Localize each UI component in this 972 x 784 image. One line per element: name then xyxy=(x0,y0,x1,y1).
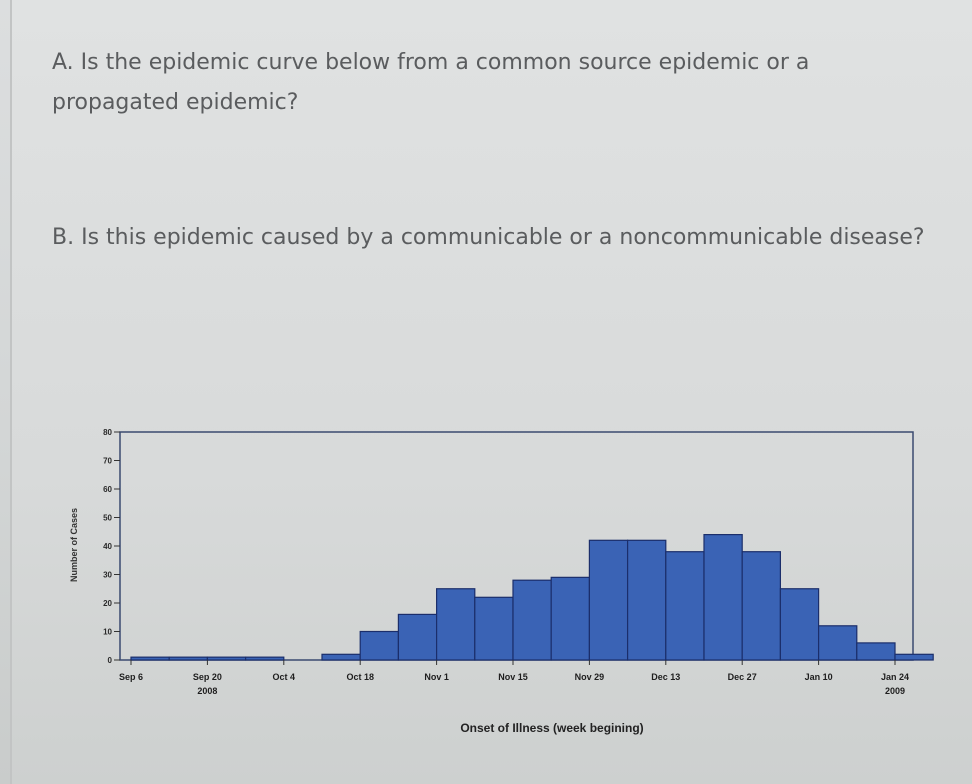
histogram-bar xyxy=(588,539,629,661)
plot-area: 0 10 20 30 40 50 60 70 80 Sep 6 Sep 20 Oct 4 Oct 18 N… xyxy=(103,428,934,696)
histogram-bar xyxy=(474,596,514,661)
histogram-bar xyxy=(397,613,438,661)
x-tick-label: Jan 24 xyxy=(881,672,909,682)
x-tick-label: Dec 13 xyxy=(651,672,680,682)
histogram-bar xyxy=(436,588,476,661)
y-tick-label: 70 xyxy=(103,457,112,466)
x-tick-label: Jan 10 xyxy=(805,672,833,682)
x-tick-label: Dec 27 xyxy=(728,672,757,682)
x-tick-label: Oct 18 xyxy=(346,672,374,682)
histogram-bar xyxy=(817,625,858,661)
histogram-bar xyxy=(703,533,743,661)
y-tick-label: 40 xyxy=(103,542,112,551)
y-tick-label: 0 xyxy=(108,656,113,665)
histogram-bar xyxy=(856,642,896,661)
histogram-bar xyxy=(626,539,667,661)
histogram-bar xyxy=(512,579,552,661)
year-label: 2009 xyxy=(885,686,905,696)
histogram-bar xyxy=(245,656,285,661)
year-label: 2008 xyxy=(197,686,217,696)
y-tick-label: 10 xyxy=(103,628,112,637)
x-tick-label: Oct 4 xyxy=(273,672,296,682)
y-tick-label: 20 xyxy=(103,599,112,608)
histogram-bar xyxy=(359,630,400,661)
y-tick-label: 50 xyxy=(103,514,112,523)
y-axis-label: Number of Cases xyxy=(69,508,79,582)
histogram-bar xyxy=(321,653,361,661)
histogram-bar xyxy=(550,576,591,661)
histogram-bar xyxy=(741,551,782,661)
question-a: A. Is the epidemic curve below from a co… xyxy=(52,50,810,115)
histogram-bar xyxy=(779,588,820,661)
x-tick-label: Sep 20 xyxy=(193,672,222,682)
y-tick-label: 60 xyxy=(103,485,112,494)
x-tick-label: Nov 15 xyxy=(498,672,528,682)
histogram-bar xyxy=(168,656,208,661)
histogram-bar xyxy=(130,656,170,661)
histogram-bar xyxy=(665,551,705,661)
x-tick-label: Nov 1 xyxy=(424,672,449,682)
histogram-bar xyxy=(206,656,247,661)
y-tick-label: 30 xyxy=(103,571,112,580)
histogram-bar xyxy=(894,653,934,661)
x-axis-label: Onset of Illness (week begining) xyxy=(460,721,643,735)
x-tick-label: Sep 6 xyxy=(119,672,143,682)
x-tick-label: Nov 29 xyxy=(575,672,605,682)
y-tick-label: 80 xyxy=(103,428,112,437)
question-b: B. Is this epidemic caused by a communic… xyxy=(52,225,925,250)
